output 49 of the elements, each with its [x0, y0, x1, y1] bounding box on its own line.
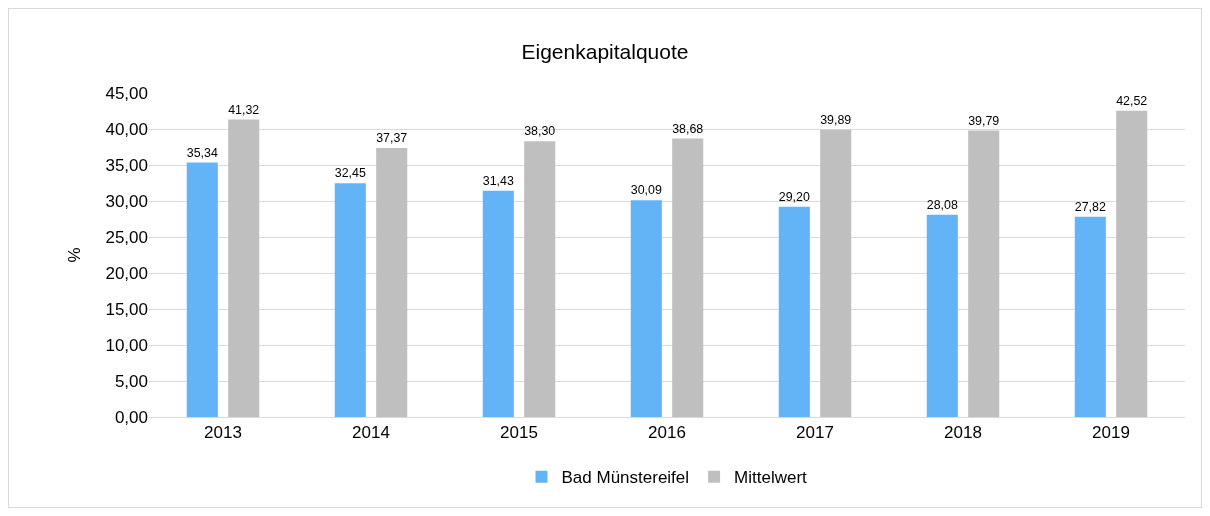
bar [228, 119, 260, 417]
bar [820, 129, 852, 417]
y-tick-label: 10,00 [105, 335, 148, 355]
y-axis-title: % [65, 247, 84, 263]
bar [968, 130, 1000, 417]
bar [630, 200, 662, 417]
data-label: 41,32 [228, 102, 260, 117]
y-tick-label: 20,00 [105, 263, 148, 283]
data-label: 39,89 [820, 112, 852, 127]
y-tick-label: 5,00 [114, 371, 148, 391]
y-tick-label: 15,00 [105, 299, 148, 319]
y-tick-label: 35,00 [105, 155, 148, 175]
data-label: 42,52 [1116, 93, 1148, 108]
y-tick-label: 45,00 [105, 83, 148, 103]
data-label: 27,82 [1074, 199, 1106, 214]
data-label: 38,30 [524, 124, 556, 139]
data-label: 32,45 [334, 166, 366, 181]
bar [926, 214, 958, 417]
data-label: 29,20 [778, 189, 810, 204]
y-tick-label: 40,00 [105, 119, 148, 139]
data-label: 31,43 [482, 173, 514, 188]
x-tick-label: 2019 [1092, 423, 1130, 443]
bar [1116, 110, 1148, 417]
chart-title: Eigenkapitalquote [521, 39, 689, 63]
y-tick-label: 25,00 [105, 227, 148, 247]
bar [1074, 216, 1106, 417]
data-label: 39,79 [968, 113, 1000, 128]
y-tick-label: 30,00 [105, 191, 148, 211]
data-label: 30,09 [630, 183, 662, 198]
data-label: 37,37 [376, 131, 408, 146]
x-tick-label: 2016 [648, 423, 686, 443]
x-tick-label: 2015 [500, 423, 538, 443]
bar [672, 138, 704, 417]
x-tick-label: 2018 [944, 423, 982, 443]
bar [524, 141, 556, 417]
x-tick-label: 2017 [796, 423, 834, 443]
data-label: 28,08 [926, 197, 958, 212]
y-tick-label: 0,00 [114, 407, 148, 427]
bar [376, 147, 408, 417]
x-tick-label: 2014 [352, 423, 390, 443]
legend-label: Bad Münstereifel [561, 468, 690, 488]
x-tick-label: 2013 [204, 423, 242, 443]
bar [778, 206, 810, 417]
bar [186, 162, 218, 417]
legend-label: Mittelwert [734, 468, 808, 488]
data-label: 38,68 [672, 121, 704, 136]
bar [482, 190, 514, 417]
bar [334, 183, 366, 417]
data-label: 35,34 [186, 145, 218, 160]
